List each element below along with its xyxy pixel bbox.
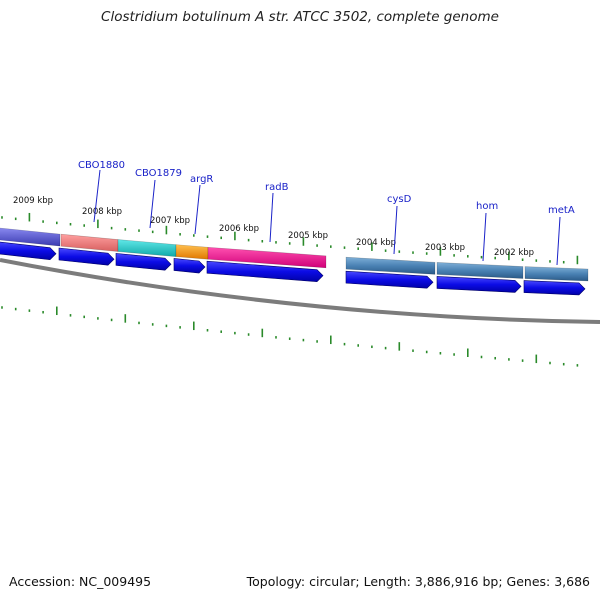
inner-tick-track [2,306,577,366]
scale-label: 2002 kbp [494,248,534,258]
scale-label: 2004 kbp [356,238,396,248]
feature-segment[interactable] [525,267,588,281]
svg-text:argR: argR [190,174,213,185]
gene-label-radb[interactable]: radB [265,182,289,242]
svg-text:CBO1880: CBO1880 [78,160,125,171]
svg-text:cysD: cysD [387,194,412,205]
scale-label: 2005 kbp [288,231,328,241]
scale-label: 2008 kbp [82,207,122,217]
cds-arrow[interactable] [174,258,205,273]
gene-label-argr[interactable]: argR [190,174,213,234]
genome-stats-text: Topology: circular; Length: 3,886,916 bp… [247,574,590,589]
feature-segment[interactable] [437,262,523,278]
scale-label: 2009 kbp [13,196,53,206]
scale-label: 2007 kbp [150,216,190,226]
scale-label: 2003 kbp [425,243,465,253]
gene-label-meta[interactable]: metA [548,205,575,265]
svg-text:radB: radB [265,182,289,193]
accession-text: Accession: NC_009495 [9,574,151,589]
svg-text:metA: metA [548,205,575,216]
cds-arrow[interactable] [437,276,521,292]
feature-segment[interactable] [118,240,176,257]
cds-arrow[interactable] [116,253,171,270]
svg-text:CBO1879: CBO1879 [135,168,182,179]
svg-text:hom: hom [476,201,498,212]
scale-label: 2006 kbp [219,224,259,234]
cds-arrow[interactable] [524,281,585,295]
feature-segment[interactable] [176,245,208,260]
